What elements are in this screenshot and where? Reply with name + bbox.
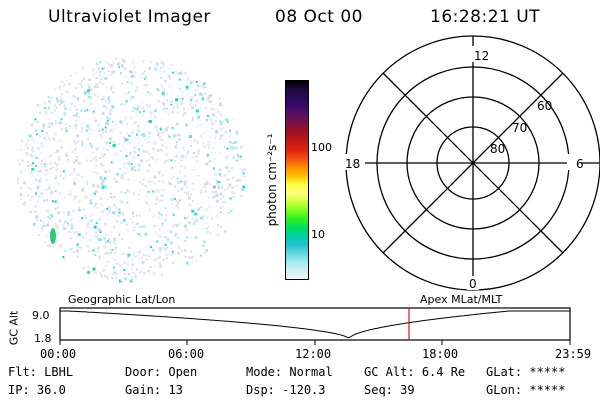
- x-tick-label-2359: 23:59: [555, 347, 592, 361]
- status-gain-value: 13: [168, 383, 183, 397]
- timeline-y-tick-max: 9.0: [32, 309, 50, 322]
- status-dsp-value: -120.3: [282, 383, 326, 397]
- polar-ring-label-60: 60: [537, 99, 552, 113]
- polar-ring-label-80: 80: [490, 142, 505, 156]
- x-tick-label-1200: 12:00: [295, 347, 332, 361]
- status-ip-key: IP:: [8, 383, 30, 397]
- date-label: 08 Oct 00: [275, 7, 363, 27]
- colorbar-tick-10: 10: [311, 228, 325, 241]
- status-dsp-key: Dsp:: [246, 383, 275, 397]
- status-gcalt-value: 6.4 Re: [421, 365, 466, 379]
- time-label: 16:28:21 UT: [430, 7, 541, 27]
- altitude-curve: [60, 310, 570, 339]
- status-flt-key: Flt:: [8, 365, 37, 379]
- instrument-title: Ultraviolet Imager: [48, 7, 211, 27]
- status-gcalt-key: GC Alt:: [364, 365, 415, 379]
- polar-label-18: 18: [345, 157, 360, 171]
- polar-label-12: 12: [474, 49, 489, 63]
- status-seq-key: Seq:: [364, 383, 393, 397]
- status-flt-value: LBHL: [44, 365, 74, 379]
- colorbar-gradient: [286, 81, 308, 279]
- colorbar: [285, 80, 309, 280]
- status-mode-value: Normal: [289, 365, 333, 379]
- timeline-left-label: Geographic Lat/Lon: [68, 293, 176, 306]
- status-mode-key: Mode:: [246, 365, 283, 379]
- status-gain-key: Gain:: [125, 383, 162, 397]
- polar-label-6: 6: [576, 157, 584, 171]
- status-door-value: Open: [168, 365, 198, 379]
- polar-ring-label-70: 70: [512, 121, 527, 135]
- status-ip-value: 36.0: [36, 383, 66, 397]
- x-tick-label-0600: 06:00: [168, 347, 205, 361]
- uv-image-disc: [17, 57, 247, 283]
- timeline-y-tick-min: 1.8: [34, 332, 52, 345]
- status-glon-value: *****: [529, 383, 566, 397]
- status-door-key: Door:: [125, 365, 162, 379]
- polar-label-0: 0: [469, 277, 477, 291]
- status-glat-value: *****: [529, 365, 566, 379]
- status-glat-key: GLat:: [486, 365, 523, 379]
- status-seq-value: 39: [400, 383, 415, 397]
- polar-diagonal-2: [382, 72, 564, 254]
- x-tick-label-0000: 00:00: [40, 347, 77, 361]
- status-glon-key: GLon:: [486, 383, 523, 397]
- timeline-right-label: Apex MLat/MLT: [420, 293, 503, 306]
- colorbar-tick-100: 100: [311, 141, 332, 154]
- x-tick-label-1800: 18:00: [422, 347, 459, 361]
